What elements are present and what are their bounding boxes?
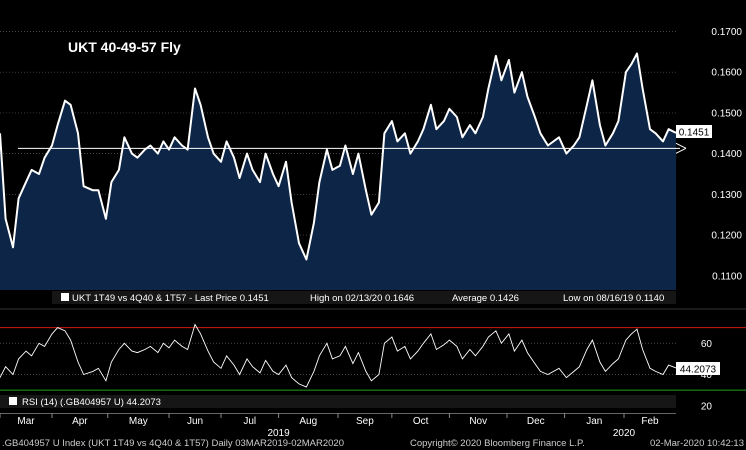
month-tick-labels: Mar Apr May Jun Jul Aug Sep Oct Nov Dec Jan Feb: [0, 413, 659, 427]
average-line-arrowhead: [675, 142, 687, 154]
year-tick-label: 2020: [613, 428, 636, 439]
month-tick-label: Nov: [469, 416, 487, 427]
rsi-y-tick-label: 60: [701, 339, 713, 350]
average-legend-label: Average 0.1426: [452, 293, 519, 304]
rsi-legend-swatch: [9, 397, 17, 405]
rsi-y-tick-label: 20: [701, 401, 713, 412]
rsi-y-tick-labels: 20 40 60: [701, 339, 713, 413]
series-legend-swatch: [61, 293, 69, 301]
price-y-tick-label: 0.1300: [711, 190, 742, 201]
rsi-last-value-label: 44.2073: [680, 365, 717, 376]
rsi-series-line: [0, 323, 677, 388]
month-tick-label: Aug: [299, 416, 317, 427]
price-y-tick-labels: 0.1100 0.1200 0.1300 0.1400 0.1500 0.1600 0.17…: [711, 27, 742, 282]
footer-copyright: Copyright© 2020 Bloomberg Finance L.P.: [410, 438, 585, 449]
price-y-tick-label: 0.1600: [711, 68, 742, 79]
year-tick-labels: 2019 2020: [267, 428, 635, 439]
month-tick-label: Apr: [72, 416, 88, 427]
month-tick-label: Sep: [356, 416, 374, 427]
rsi-y-tick-label: 40: [701, 370, 713, 381]
rsi-last-value-box: [676, 362, 720, 375]
month-tick-label: Feb: [641, 416, 659, 427]
price-area-fill: [0, 53, 676, 290]
last-price-box: [676, 125, 712, 138]
last-price-label: 0.1451: [679, 128, 710, 139]
price-y-tick-label: 0.1100: [712, 271, 742, 282]
footer-timestamp: 02-Mar-2020 10:42:13: [650, 438, 744, 449]
price-series-line: [0, 52, 677, 261]
month-tick-label: Oct: [413, 416, 429, 427]
month-tick-label: Jan: [586, 416, 602, 427]
price-y-tick-label: 0.1700: [711, 27, 742, 38]
series-legend-label: UKT 1T49 vs 4Q40 & 1T57 - Last Price 0.1…: [72, 293, 269, 304]
month-tick-label: Mar: [17, 416, 35, 427]
rsi-legend-bar: [0, 395, 676, 408]
month-tick-label: Jun: [187, 416, 203, 427]
x-axis: Mar Apr May Jun Jul Aug Sep Oct Nov Dec Jan Feb 201…: [0, 413, 676, 439]
high-legend-label: High on 02/13/20 0.1646: [310, 293, 414, 304]
year-tick-label: 2019: [267, 428, 290, 439]
average-line: [18, 142, 687, 154]
low-legend-label: Low on 08/16/19 0.1140: [563, 293, 664, 304]
rsi-legend-label: RSI (14) (.GB404957 U) 44.2073: [22, 397, 161, 408]
price-y-tick-label: 0.1200: [711, 231, 742, 242]
chart-title: UKT 40-49-57 Fly: [68, 39, 181, 55]
month-tick-label: Dec: [527, 416, 545, 427]
month-tick-label: Jul: [243, 416, 256, 427]
price-y-tick-label: 0.1400: [711, 149, 742, 160]
price-y-tick-label: 0.1500: [711, 108, 742, 119]
legend-bar: [52, 291, 676, 304]
month-tick-label: May: [129, 416, 148, 427]
rsi-panel: 20 40 60 44.2073 RSI (14) (.GB404957 U) 44…: [0, 323, 746, 413]
price-panel: 0.1100 0.1200 0.1300 0.1400 0.1500 0.1600 0.17…: [0, 27, 742, 304]
footer-security-description: .GB404957 U Index (UKT 1T49 vs 4Q40 & 1T…: [2, 438, 344, 449]
